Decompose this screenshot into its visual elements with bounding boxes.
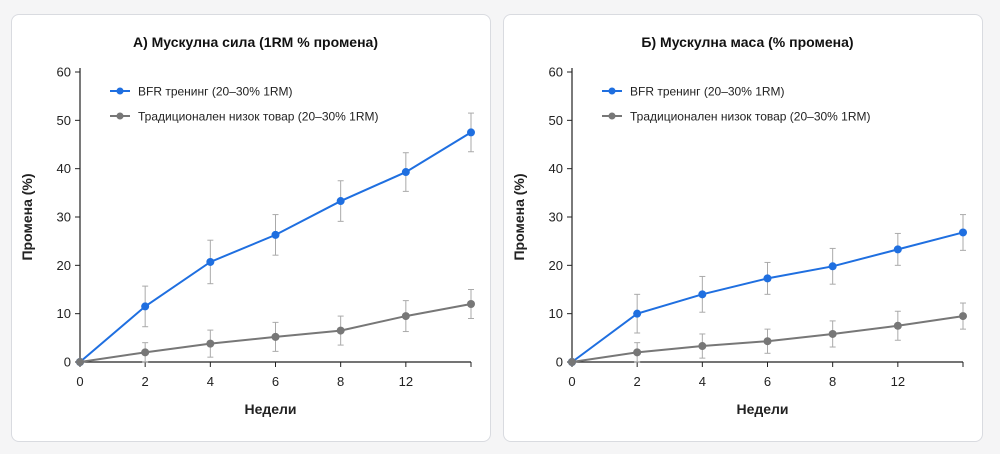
- y-tick-label: 50: [549, 113, 563, 128]
- chart-title: Б) Мускулна маса (% промена): [641, 34, 853, 50]
- mass-chart: Б) Мускулна маса (% промена)010203040506…: [511, 34, 967, 417]
- y-tick-label: 60: [549, 65, 563, 80]
- x-tick-label: 4: [699, 374, 706, 389]
- bfr-data-point: [336, 197, 345, 206]
- traditional-data-point: [828, 329, 837, 338]
- chart-title: А) Мускулна сила (1RM % промена): [133, 34, 378, 50]
- traditional-data-point: [959, 312, 967, 321]
- traditional-data-point: [467, 300, 475, 308]
- traditional-data-point: [698, 342, 707, 351]
- traditional-data-point: [271, 332, 280, 341]
- chart-panel-strength: А) Мускулна сила (1RM % промена) 0 10 20 30 4…: [11, 14, 491, 442]
- bfr-data-point: [271, 230, 280, 239]
- y-tick-label: 10: [57, 306, 71, 321]
- y-axis-label: Промена (%): [19, 173, 35, 260]
- bfr-data-point: [141, 302, 150, 311]
- x-tick-label: 12: [399, 374, 413, 389]
- bfr-data-point: [828, 262, 837, 271]
- legend-marker-traditional: [608, 112, 616, 120]
- y-tick-label: 10: [549, 306, 563, 321]
- y-tick-label: 30: [57, 210, 71, 225]
- legend-label-bfr: BFR тренинг (20–30% 1RM): [138, 85, 293, 99]
- traditional-data-point: [763, 337, 772, 346]
- y-tick-label: 60: [57, 65, 71, 80]
- legend-label-bfr: BFR тренинг (20–30% 1RM): [630, 85, 785, 99]
- y-tick-label: 0: [64, 355, 71, 370]
- x-tick-label: 12: [891, 374, 905, 389]
- x-axis-label: Недели: [736, 401, 788, 417]
- x-tick-label: 4: [207, 374, 214, 389]
- legend-label-traditional: Традиционален низок товар (20–30% 1RM): [630, 110, 871, 124]
- x-axis-label: Недели: [244, 401, 296, 417]
- bfr-data-point: [893, 245, 902, 254]
- legend-marker-bfr: [608, 87, 616, 95]
- legend-marker-traditional: [116, 112, 124, 120]
- y-tick-label: 50: [57, 113, 71, 128]
- bfr-data-point: [401, 168, 410, 177]
- traditional-data-point: [893, 321, 902, 330]
- y-axis-label: Промена (%): [511, 173, 527, 260]
- y-tick-label: 30: [549, 210, 563, 225]
- bfr-data-point: [206, 257, 215, 266]
- x-tick-label: 6: [764, 374, 771, 389]
- traditional-data-point: [206, 339, 215, 348]
- bfr-data-point: [467, 128, 475, 137]
- chart-panel-mass: Б) Мускулна маса (% промена) 0 10 20 30 40 50 6…: [503, 14, 983, 442]
- traditional-data-point: [568, 358, 576, 366]
- strength-chart: А) Мускулна сила (1RM % промена)01020304…: [19, 34, 475, 417]
- y-tick-label: 20: [57, 258, 71, 273]
- legend-marker-bfr: [116, 87, 124, 95]
- y-tick-label: 20: [549, 258, 563, 273]
- bfr-data-point: [633, 309, 642, 318]
- traditional-data-point: [141, 348, 150, 357]
- traditional-data-point: [633, 348, 642, 357]
- y-tick-label: 40: [549, 161, 563, 176]
- x-tick-label: 0: [568, 374, 575, 389]
- x-tick-label: 6: [272, 374, 279, 389]
- traditional-data-point: [76, 358, 84, 366]
- bfr-data-point: [959, 228, 967, 237]
- y-tick-label: 40: [57, 161, 71, 176]
- x-tick-label: 2: [634, 374, 641, 389]
- x-tick-label: 0: [76, 374, 83, 389]
- x-tick-label: 8: [337, 374, 344, 389]
- y-tick-label: 0: [556, 355, 563, 370]
- bfr-data-point: [763, 274, 772, 283]
- traditional-data-point: [336, 326, 345, 335]
- bfr-data-point: [698, 290, 707, 299]
- traditional-data-point: [401, 312, 410, 321]
- legend-label-traditional: Традиционален низок товар (20–30% 1RM): [138, 110, 379, 124]
- x-tick-label: 8: [829, 374, 836, 389]
- x-tick-label: 2: [142, 374, 149, 389]
